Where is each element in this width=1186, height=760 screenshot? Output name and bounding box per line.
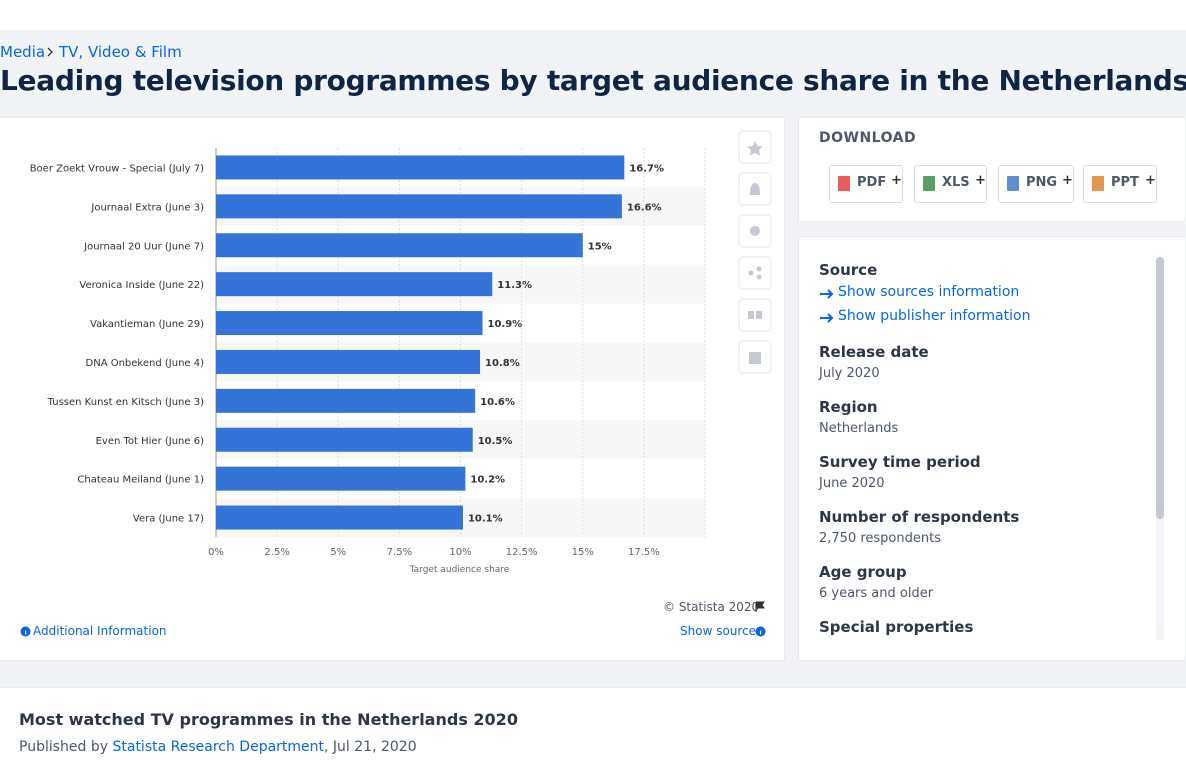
info-label: Number of respondents xyxy=(819,508,1020,526)
y-tick-label: Veronica Inside (June 22) xyxy=(79,280,204,291)
toolbar-icons[interactable] xyxy=(738,130,772,380)
format-label: PNG xyxy=(1026,175,1058,190)
info-icon xyxy=(20,626,31,637)
info-card: Source Show sources information Show pub… xyxy=(799,237,1185,660)
download-button[interactable]: PDF + xyxy=(829,165,903,203)
additional-info-link[interactable]: Additional Information xyxy=(33,624,167,638)
bar xyxy=(216,155,625,180)
x-tick-label: 17.5% xyxy=(628,547,660,558)
bar xyxy=(216,427,473,452)
published-by: Published by xyxy=(19,739,109,755)
toolbar xyxy=(738,130,772,384)
scroll-thumb[interactable] xyxy=(1156,257,1164,519)
y-tick-label: Boer Zoekt Vrouw - Special (July 7) xyxy=(30,163,204,174)
page-title: Leading television programmes by target … xyxy=(0,64,1186,97)
info-label: Age group xyxy=(819,563,907,581)
value-label: 15% xyxy=(588,241,612,252)
breadcrumb-link[interactable]: TV, Video & Film xyxy=(59,43,182,61)
info-label: Survey time period xyxy=(819,453,981,471)
value-label: 10.6% xyxy=(480,397,515,408)
bar xyxy=(216,466,466,491)
file-icon xyxy=(838,176,850,191)
bar xyxy=(216,272,493,297)
download-button[interactable]: PPT + xyxy=(1083,165,1157,203)
top-bar xyxy=(0,0,1186,30)
plus: + xyxy=(975,173,986,188)
x-tick-label: 2.5% xyxy=(264,547,289,558)
value-label: 10.1% xyxy=(468,514,503,525)
chart: 0% 2.5% 5% 7.5% 10% 12.5% 15% 17.5% Target audie… xyxy=(30,148,706,575)
info-value: Netherlands xyxy=(819,421,899,436)
value-label: 16.6% xyxy=(627,202,662,213)
plus: + xyxy=(891,173,902,188)
value-label: 10.5% xyxy=(478,436,513,447)
info-label: Region xyxy=(819,398,878,416)
value-label: 10.8% xyxy=(485,358,520,369)
value-label: 11.3% xyxy=(497,280,532,291)
format-label: XLS xyxy=(942,175,970,190)
info-value: June 2020 xyxy=(819,476,885,491)
bar xyxy=(216,311,483,336)
file-icon xyxy=(923,176,935,191)
show-source-link[interactable]: Show source xyxy=(680,624,757,638)
y-tick-label: Journaal Extra (June 3) xyxy=(90,202,204,213)
arrow-icon xyxy=(820,313,834,323)
value-label: 10.9% xyxy=(488,319,523,330)
format-label: PPT xyxy=(1111,175,1139,190)
x-tick-label: 12.5% xyxy=(506,547,538,558)
source-link[interactable]: Show sources information xyxy=(838,284,1020,300)
info-value: 2,750 respondents xyxy=(819,531,941,546)
value-label: 10.2% xyxy=(470,475,505,486)
x-axis-title: Target audience share xyxy=(409,565,510,575)
bar xyxy=(216,388,476,413)
info-icon xyxy=(755,626,766,637)
plus: + xyxy=(1062,173,1073,188)
bar xyxy=(216,233,583,258)
flag-icon[interactable] xyxy=(754,601,766,613)
info-label: Release date xyxy=(819,343,929,361)
date: Jul 21, 2020 xyxy=(332,739,417,755)
x-tick-label: 7.5% xyxy=(387,547,412,558)
y-tick-label: Vakantieman (June 29) xyxy=(90,319,204,330)
source-link[interactable]: Show publisher information xyxy=(838,308,1031,324)
y-tick-label: Vera (June 17) xyxy=(133,514,204,525)
related-card: Most watched TV programmes in the Nether… xyxy=(0,688,1186,760)
info-label: Special properties xyxy=(819,618,974,636)
bar xyxy=(216,349,481,374)
y-tick-label: Tussen Kunst en Kitsch (June 3) xyxy=(47,397,204,408)
y-tick-label: Chateau Meiland (June 1) xyxy=(77,475,204,486)
published-line: Published by Statista Research Departmen… xyxy=(19,739,417,755)
copyright: © Statista 2020 xyxy=(663,600,760,614)
y-tick-label: Journaal 20 Uur (June 7) xyxy=(83,241,204,252)
chart-card: 0% 2.5% 5% 7.5% 10% 12.5% 15% 17.5% Target audie… xyxy=(0,118,784,660)
y-tick-label: Even Tot Hier (June 6) xyxy=(96,436,204,447)
file-icon xyxy=(1092,176,1104,191)
format-label: PDF xyxy=(857,175,887,190)
download-button[interactable]: XLS + xyxy=(914,165,987,203)
info-label: Source xyxy=(819,261,878,279)
x-tick-label: 15% xyxy=(572,547,594,558)
x-tick-label: 10% xyxy=(449,547,471,558)
value-label: 16.7% xyxy=(629,163,664,174)
author-link[interactable]: Statista Research Department xyxy=(112,739,325,755)
breadcrumb-separator xyxy=(47,47,53,57)
bar xyxy=(216,194,622,219)
bar xyxy=(216,505,463,530)
separator: , xyxy=(324,739,329,755)
related-title[interactable]: Most watched TV programmes in the Nether… xyxy=(19,710,518,729)
info-value: July 2020 xyxy=(819,366,880,381)
plus: + xyxy=(1145,173,1156,188)
scrollbar[interactable] xyxy=(1156,257,1164,641)
arrow-icon xyxy=(820,289,834,299)
x-tick-label: 0% xyxy=(208,547,224,558)
info-value: 6 years and older xyxy=(819,586,934,601)
download-title: DOWNLOAD xyxy=(819,130,917,146)
breadcrumb-link[interactable]: Media xyxy=(0,43,46,61)
x-tick-label: 5% xyxy=(330,547,346,558)
download-button[interactable]: PNG + xyxy=(998,165,1074,203)
file-icon xyxy=(1007,176,1019,191)
y-tick-label: DNA Onbekend (June 4) xyxy=(86,358,205,369)
